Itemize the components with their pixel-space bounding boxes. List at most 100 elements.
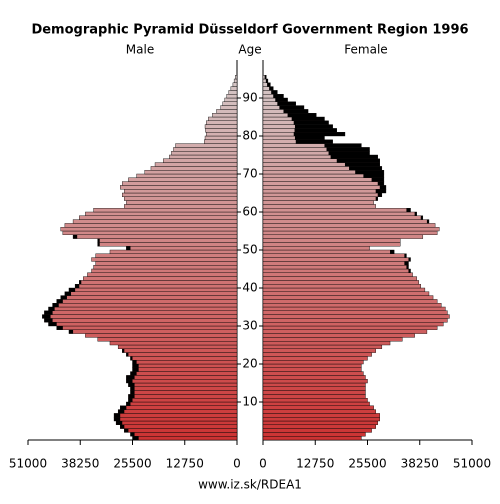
- female-bar: [262, 177, 385, 182]
- excess-bar: [404, 253, 407, 258]
- male-bar: [68, 329, 238, 334]
- excess-bar: [64, 291, 72, 296]
- male-bar: [122, 181, 238, 186]
- excess-bar: [79, 280, 82, 285]
- female-bar: [262, 299, 438, 304]
- y-tick-label: 50: [242, 243, 257, 257]
- excess-bar: [344, 162, 380, 167]
- female-bar: [262, 341, 391, 346]
- female-bar: [262, 200, 374, 205]
- female-bar: [262, 436, 362, 441]
- excess-bar: [349, 166, 382, 171]
- female-bar: [262, 207, 411, 213]
- female-bar: [262, 360, 364, 365]
- male-bar: [64, 291, 238, 296]
- right-label: Female: [344, 43, 387, 57]
- male-bar: [206, 131, 238, 137]
- left-x-tick-label: 38250: [61, 457, 99, 471]
- female-bar: [262, 390, 366, 395]
- excess-bar: [426, 219, 429, 224]
- y-tick-label: 70: [242, 167, 257, 181]
- female-bar: [262, 386, 366, 391]
- left-x-tick-label: 25500: [113, 457, 151, 471]
- female-bar: [262, 219, 430, 224]
- excess-bar: [275, 98, 288, 102]
- female-bar: [262, 348, 376, 353]
- excess-bar: [294, 136, 325, 140]
- male-bar: [97, 238, 238, 243]
- female-bar: [262, 230, 438, 235]
- excess-bar: [126, 379, 133, 383]
- excess-bar: [379, 185, 386, 190]
- male-bar: [232, 82, 238, 87]
- excess-bar: [44, 310, 53, 315]
- excess-bar: [114, 417, 121, 421]
- female-bar: [262, 280, 419, 285]
- male-bar: [52, 303, 238, 308]
- male-bar: [126, 352, 238, 357]
- male-bar: [44, 310, 238, 315]
- excess-bar: [377, 181, 384, 186]
- male-bar: [42, 314, 238, 319]
- male-bar: [163, 158, 238, 163]
- female-bar: [262, 375, 366, 380]
- female-bar: [262, 352, 372, 357]
- female-bar: [262, 261, 409, 266]
- female-bar: [262, 253, 407, 258]
- male-bar: [62, 230, 238, 235]
- excess-bar: [414, 212, 417, 216]
- excess-bar: [116, 421, 123, 425]
- male-bar: [56, 325, 238, 330]
- male-bar: [235, 74, 238, 80]
- excess-bar: [60, 295, 67, 300]
- excess-bar: [294, 128, 337, 133]
- female-bar: [262, 428, 372, 433]
- excess-bar: [273, 94, 284, 98]
- y-tick-label: 60: [242, 205, 257, 219]
- female-bar: [262, 295, 434, 300]
- male-bar: [216, 109, 238, 114]
- excess-bar: [265, 79, 268, 83]
- excess-bar: [118, 409, 125, 414]
- female-bar: [262, 204, 376, 209]
- male-bar: [97, 242, 238, 247]
- female-bar: [262, 196, 378, 201]
- male-bar: [95, 261, 238, 266]
- female-bar: [262, 318, 448, 323]
- male-bar: [64, 223, 238, 228]
- male-bar: [120, 424, 238, 429]
- excess-bar: [324, 143, 362, 148]
- female-bar: [262, 333, 415, 338]
- excess-bar: [264, 75, 267, 79]
- female-bar: [262, 276, 417, 281]
- y-tick-label: 20: [242, 357, 257, 371]
- excess-bar: [130, 386, 135, 391]
- excess-bar: [406, 265, 409, 269]
- excess-bar: [48, 307, 55, 311]
- excess-bar: [126, 352, 129, 357]
- excess-bar: [68, 329, 74, 334]
- male-bar: [93, 265, 238, 270]
- excess-bar: [52, 303, 59, 307]
- female-bar: [262, 325, 438, 330]
- right-x-tick-label: 25500: [348, 457, 386, 471]
- male-bar: [205, 128, 238, 133]
- excess-bar: [371, 177, 384, 182]
- male-bar: [132, 367, 238, 372]
- female-bar: [262, 398, 368, 403]
- excess-bar: [291, 117, 325, 121]
- male-bar: [60, 295, 238, 300]
- female-bar: [262, 265, 409, 270]
- male-bar: [204, 124, 238, 129]
- male-bar: [144, 169, 238, 175]
- male-bar: [124, 428, 238, 433]
- excess-bar: [295, 139, 333, 144]
- male-bar: [126, 375, 238, 380]
- male-bar: [130, 432, 238, 437]
- excess-bar: [293, 120, 329, 125]
- male-bar: [212, 112, 238, 118]
- excess-bar: [132, 367, 139, 372]
- male-bar: [128, 394, 238, 399]
- male-bar: [150, 166, 238, 171]
- female-bar: [262, 382, 366, 387]
